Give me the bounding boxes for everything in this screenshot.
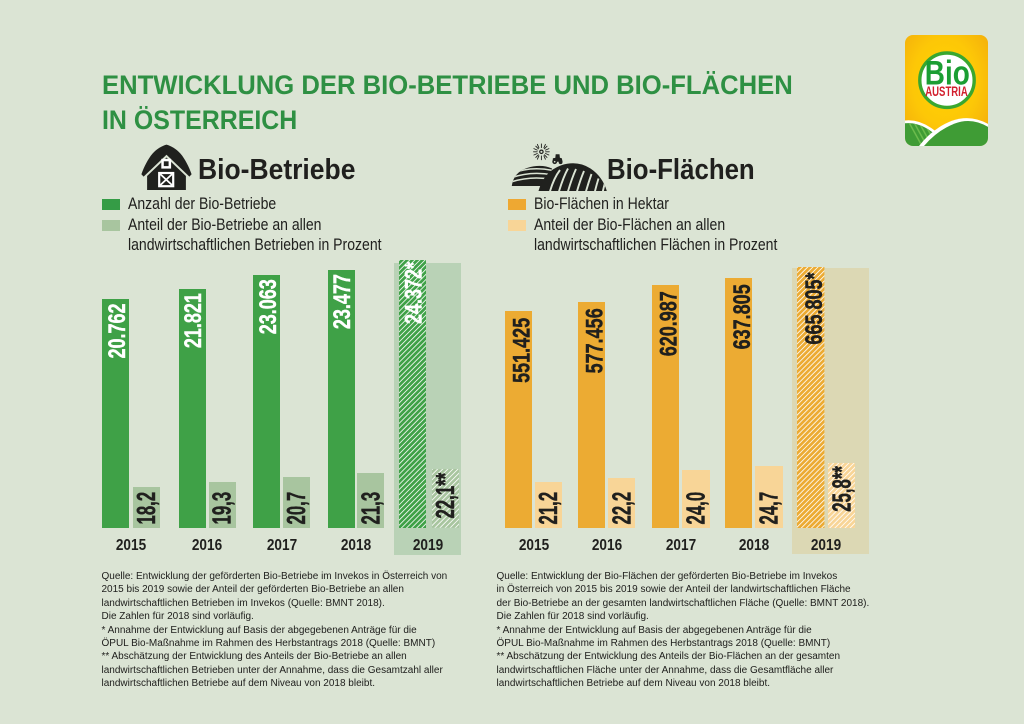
svg-text:Bio: Bio bbox=[924, 55, 969, 93]
svg-text:AUSTRIA: AUSTRIA bbox=[925, 84, 968, 99]
